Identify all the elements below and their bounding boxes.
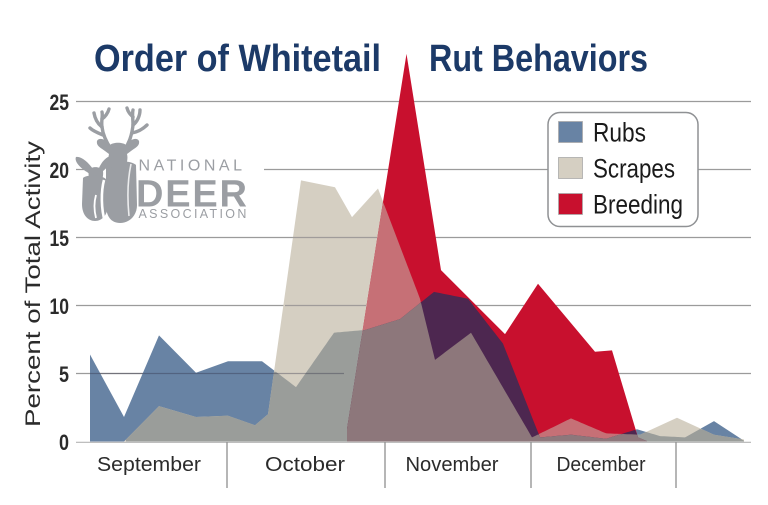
svg-text:October: October bbox=[265, 454, 345, 476]
svg-text:Order of Whitetail: Order of Whitetail bbox=[94, 38, 381, 80]
svg-text:DEER: DEER bbox=[136, 174, 247, 216]
svg-text:5: 5 bbox=[59, 362, 69, 387]
svg-text:20: 20 bbox=[50, 158, 70, 183]
svg-text:Scrapes: Scrapes bbox=[593, 154, 675, 184]
svg-text:ASSOCIATION: ASSOCIATION bbox=[139, 207, 250, 221]
svg-text:December: December bbox=[557, 454, 646, 476]
svg-text:Rut Behaviors: Rut Behaviors bbox=[429, 38, 648, 80]
svg-text:Rubs: Rubs bbox=[593, 118, 646, 148]
svg-text:15: 15 bbox=[50, 226, 70, 251]
svg-text:Percent of Total Activity: Percent of Total Activity bbox=[22, 140, 45, 427]
svg-text:NATIONAL: NATIONAL bbox=[139, 158, 248, 175]
svg-text:September: September bbox=[97, 454, 201, 476]
svg-text:0: 0 bbox=[59, 430, 69, 455]
svg-text:25: 25 bbox=[50, 90, 70, 115]
svg-text:10: 10 bbox=[50, 294, 70, 319]
svg-text:Breeding: Breeding bbox=[593, 190, 683, 220]
svg-text:November: November bbox=[406, 454, 499, 476]
